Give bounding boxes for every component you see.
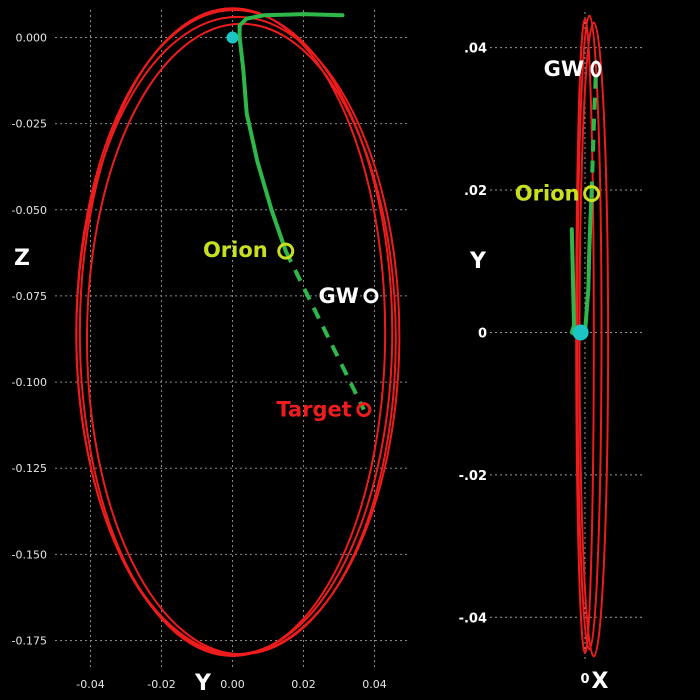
xy-y-tick-label: .04	[464, 42, 487, 57]
yz-planned-trajectory	[284, 250, 366, 411]
xy-trajectory	[569, 191, 594, 337]
yz-x-tick-label: 0.02	[291, 678, 316, 691]
yz-y-axis-label: Z	[14, 246, 30, 271]
yz-x-tick-label: -0.02	[147, 678, 175, 691]
xy-marker-gw	[590, 60, 602, 78]
yz-marker-orion-label: Orion	[203, 238, 268, 262]
xy-marker-start	[572, 324, 589, 341]
yz-plot-area	[55, 10, 410, 668]
yz-tick-labels: -0.04 -0.02 0.00 0.02 0.04 0.000 -0.025 -0.050 -…	[12, 32, 387, 691]
yz-y-tick-label: -0.150	[12, 548, 47, 561]
yz-y-tick-label: -0.125	[12, 462, 47, 475]
xy-y-tick-label: -.04	[459, 611, 487, 626]
yz-series	[75, 7, 401, 657]
xy-planned-trajectory	[589, 68, 598, 194]
xy-x-tick-label: 0	[580, 672, 589, 687]
xy-tick-labels: 0 .04 .02 0 -.02 -.04	[459, 42, 590, 687]
yz-marker-start	[226, 31, 239, 44]
yz-marker-gw-label: GW	[319, 284, 359, 308]
yz-marker-target	[356, 402, 372, 418]
xy-y-tick-label: 0	[478, 326, 487, 341]
xy-y-tick-label: -.02	[459, 469, 487, 484]
xy-chart-panel: GW Orion 0 .04 .02 0 -.02 -.04 X Y	[459, 12, 645, 694]
yz-trajectory	[237, 12, 345, 254]
yz-x-tick-label: 0.00	[220, 678, 245, 691]
yz-y-tick-label: -0.100	[12, 376, 47, 389]
yz-y-tick-label: -0.050	[12, 204, 47, 217]
xy-grid	[490, 12, 645, 660]
xy-y-axis-label: Y	[469, 249, 487, 274]
xy-marker-orion-label: Orion	[515, 182, 580, 206]
xy-x-axis-label: X	[592, 669, 609, 694]
yz-x-axis-label: Y	[194, 671, 212, 696]
xy-markers: GW Orion	[515, 57, 602, 341]
yz-chart-panel: Orion GW Target -0.04 -0.02 0.00 0.02 0.04 0.00…	[12, 7, 410, 696]
yz-x-tick-label: 0.04	[362, 678, 387, 691]
yz-x-tick-label: -0.04	[76, 678, 104, 691]
yz-orbit-ring	[78, 7, 387, 657]
yz-marker-orion	[277, 242, 295, 260]
yz-y-tick-label: -0.025	[12, 118, 47, 131]
xy-y-tick-label: .02	[464, 184, 487, 199]
yz-marker-gw	[363, 288, 379, 304]
yz-y-tick-label: -0.175	[12, 634, 47, 647]
yz-markers: Orion GW Target	[203, 31, 379, 422]
yz-grid	[55, 10, 410, 668]
yz-marker-target-label: Target	[276, 398, 351, 422]
xy-marker-gw-label: GW	[544, 57, 584, 81]
xy-marker-orion	[583, 185, 601, 203]
yz-y-tick-label: -0.075	[12, 290, 47, 303]
yz-y-tick-label: 0.000	[16, 32, 48, 45]
